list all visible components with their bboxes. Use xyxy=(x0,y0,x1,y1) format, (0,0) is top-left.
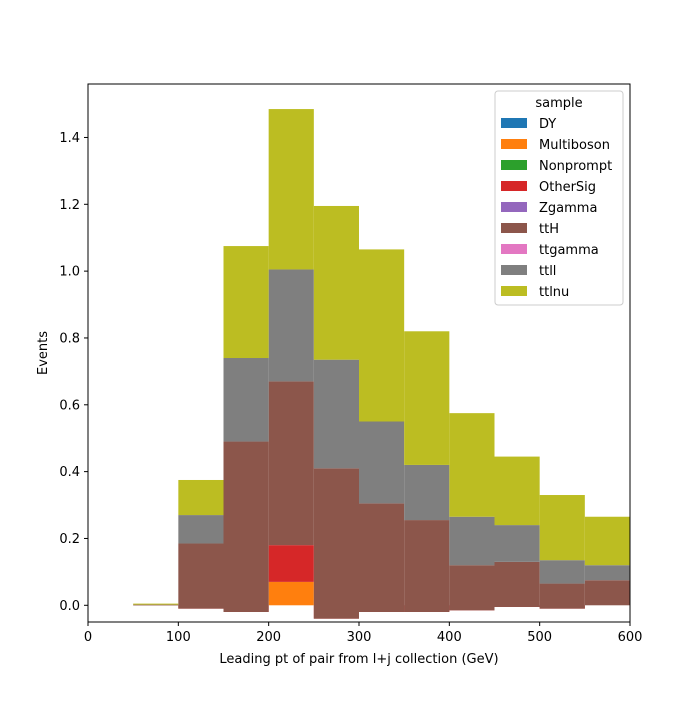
x-tick-label: 100 xyxy=(166,630,191,645)
legend-label-multiboson: Multiboson xyxy=(539,138,610,153)
x-tick-label: 400 xyxy=(437,630,462,645)
legend-swatch-ttlnu xyxy=(501,286,527,296)
bar-ttll-bin-3 xyxy=(223,358,269,442)
legend-swatch-ttll xyxy=(501,265,527,275)
y-tick-label: 0.2 xyxy=(59,532,80,547)
y-tick-label: 0.6 xyxy=(59,398,80,413)
bar-tth-bin-1 xyxy=(133,604,179,606)
bar-tth-bin-3 xyxy=(223,441,269,612)
y-tick-label: 1.4 xyxy=(59,131,80,146)
bar-ttll-bin-4 xyxy=(268,269,314,382)
x-tick-label: 500 xyxy=(527,630,552,645)
y-tick-label: 1.2 xyxy=(59,198,80,213)
x-tick-label: 600 xyxy=(618,630,643,645)
bar-tth-bin-6 xyxy=(359,503,405,612)
bar-ttlnu-bin-6 xyxy=(359,249,405,422)
y-axis-ticks: 0.0 0.2 0.4 0.6 0.8 1.0 1.2 1.4 xyxy=(59,131,88,614)
legend-label-zgamma: Zgamma xyxy=(539,201,597,216)
bar-ttll-bin-7 xyxy=(404,464,450,521)
bar-othersig-bin-4 xyxy=(268,545,314,582)
x-tick-label: 0 xyxy=(84,630,92,645)
bar-ttll-bin-11 xyxy=(584,565,630,581)
bar-multiboson-bin-4 xyxy=(268,581,314,606)
bar-ttll-bin-8 xyxy=(449,516,495,566)
bar-tth-bin-4 xyxy=(268,381,314,546)
bar-ttll-bin-5 xyxy=(313,359,359,469)
bar-ttlnu-bin-4 xyxy=(268,109,314,270)
y-tick-label: 1.0 xyxy=(59,265,80,280)
x-tick-label: 300 xyxy=(347,630,372,645)
legend-label-ttgamma: ttgamma xyxy=(539,243,599,258)
bar-ttlnu-bin-8 xyxy=(449,413,495,517)
bar-tth-bin-8 xyxy=(449,565,495,611)
bar-ttll-bin-6 xyxy=(359,421,405,504)
legend-label-ttll: ttll xyxy=(539,264,556,279)
bars-layer xyxy=(133,109,630,619)
legend-swatch-zgamma xyxy=(501,202,527,212)
x-tick-label: 200 xyxy=(256,630,281,645)
bar-ttlnu-bin-5 xyxy=(313,205,359,360)
bar-ttlnu-bin-9 xyxy=(494,456,540,526)
bar-tth-bin-7 xyxy=(404,520,450,612)
legend-label-tth: ttH xyxy=(539,222,559,237)
legend-swatch-ttgamma xyxy=(501,244,527,254)
bar-ttll-bin-2 xyxy=(178,515,224,544)
y-tick-label: 0.8 xyxy=(59,331,80,346)
legend-swatch-multiboson xyxy=(501,139,527,149)
bar-ttlnu-bin-2 xyxy=(178,479,224,516)
bar-tth-bin-5 xyxy=(313,468,359,619)
y-tick-label: 0.0 xyxy=(59,599,80,614)
legend-label-ttlnu: ttlnu xyxy=(539,285,569,300)
bar-tth-bin-10 xyxy=(539,583,585,609)
bar-tth-bin-2 xyxy=(178,543,224,609)
legend-label-othersig: OtherSig xyxy=(539,180,596,195)
bar-ttlnu-bin-10 xyxy=(539,495,585,561)
legend-swatch-tth xyxy=(501,223,527,233)
legend: sample DY Multiboson Nonprompt OtherSig Zgam… xyxy=(494,90,624,306)
bar-ttll-bin-10 xyxy=(539,560,585,584)
legend-swatch-nonprompt xyxy=(501,160,527,170)
bar-ttlnu-bin-1 xyxy=(133,603,179,605)
legend-swatch-dy xyxy=(501,118,527,128)
bar-ttlnu-bin-3 xyxy=(223,246,269,359)
x-axis-ticks: 0 100 200 300 400 500 600 xyxy=(84,622,643,645)
y-tick-label: 0.4 xyxy=(59,465,80,480)
bar-ttlnu-bin-11 xyxy=(584,516,630,566)
bar-ttll-bin-9 xyxy=(494,525,540,562)
legend-label-dy: DY xyxy=(539,117,556,132)
x-axis-label: Leading pt of pair from l+j collection (… xyxy=(219,652,498,667)
bar-tth-bin-9 xyxy=(494,561,540,607)
bar-ttlnu-bin-7 xyxy=(404,331,450,465)
bar-tth-bin-11 xyxy=(584,580,630,606)
y-axis-label: Events xyxy=(36,331,51,375)
legend-label-nonprompt: Nonprompt xyxy=(539,159,612,174)
legend-swatch-othersig xyxy=(501,181,527,191)
legend-entries: DY Multiboson Nonprompt OtherSig Zgamma ttH tt… xyxy=(501,117,612,300)
legend-title: sample xyxy=(535,96,582,111)
